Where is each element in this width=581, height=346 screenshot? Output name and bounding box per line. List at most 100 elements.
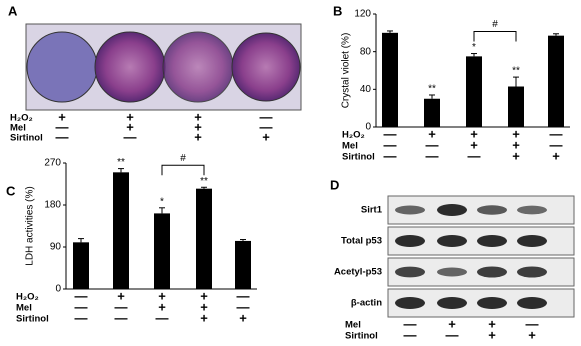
well xyxy=(231,32,301,102)
blot-band xyxy=(437,204,467,216)
blot-band xyxy=(517,266,547,278)
condition-sign: + xyxy=(126,119,134,134)
condition-sign: + xyxy=(512,126,520,141)
bar xyxy=(466,56,482,127)
blot-band xyxy=(437,297,467,309)
condition-sign: — xyxy=(237,288,250,303)
condition-sign: — xyxy=(124,129,137,144)
blot-band xyxy=(517,297,547,309)
well xyxy=(94,31,166,103)
condition-sign: — xyxy=(384,126,397,141)
condition-sign: + xyxy=(194,129,202,144)
condition-sign: — xyxy=(550,137,563,152)
condition-sign: + xyxy=(262,129,270,144)
condition-label: Mel xyxy=(345,320,361,331)
panel-label: C xyxy=(6,183,16,198)
blot-label: Acetyl-p53 xyxy=(334,267,382,278)
y-tick-label: 0 xyxy=(365,122,371,133)
significance: ** xyxy=(428,84,436,95)
y-axis-label: Crystal violet (%) xyxy=(341,33,352,109)
bracket xyxy=(473,31,517,42)
condition-sign: — xyxy=(237,299,250,314)
significance: * xyxy=(160,196,164,207)
blot-band xyxy=(395,235,425,247)
condition-label: H₂O₂ xyxy=(16,292,39,303)
condition-sign: + xyxy=(428,126,436,141)
condition-sign: + xyxy=(200,299,208,314)
bar xyxy=(196,188,212,289)
condition-sign: — xyxy=(404,327,417,342)
condition-sign: — xyxy=(56,129,69,144)
condition-sign: + xyxy=(470,126,478,141)
blot-label: β-actin xyxy=(351,298,382,309)
bar xyxy=(73,242,89,289)
blot-band xyxy=(395,297,425,309)
condition-sign: + xyxy=(200,288,208,303)
y-tick-label: 270 xyxy=(44,158,61,169)
condition-label: Mel xyxy=(342,141,358,152)
condition-sign: + xyxy=(239,310,247,325)
bar xyxy=(235,240,251,289)
condition-sign: + xyxy=(158,299,166,314)
blot-band xyxy=(517,235,547,247)
bracket-label: # xyxy=(180,153,186,164)
condition-sign: — xyxy=(384,137,397,152)
y-axis-label: LDH activities (%) xyxy=(25,186,36,265)
condition-label: H₂O₂ xyxy=(342,130,365,141)
well xyxy=(162,31,234,103)
condition-sign: + xyxy=(158,288,166,303)
condition-sign: + xyxy=(448,316,456,331)
wells xyxy=(26,31,301,103)
condition-sign: — xyxy=(75,310,88,325)
y-tick-label: 90 xyxy=(50,242,62,253)
condition-sign: — xyxy=(550,126,563,141)
condition-sign: + xyxy=(512,137,520,152)
blot-band xyxy=(437,235,467,247)
condition-sign: + xyxy=(552,148,560,163)
condition-label: H₂O₂ xyxy=(10,113,33,124)
condition-sign: — xyxy=(75,288,88,303)
bracket xyxy=(161,164,205,176)
condition-sign: + xyxy=(126,109,134,124)
condition-sign: — xyxy=(404,316,417,331)
bar xyxy=(424,98,440,127)
condition-sign: — xyxy=(468,148,481,163)
condition-sign: — xyxy=(115,299,128,314)
bar xyxy=(508,86,524,127)
blot-band xyxy=(517,205,547,215)
blot-band xyxy=(395,266,425,278)
bar xyxy=(382,32,398,128)
condition-sign: — xyxy=(156,310,169,325)
condition-sign: — xyxy=(56,119,69,134)
significance: ** xyxy=(200,176,208,187)
bar xyxy=(113,172,129,289)
condition-sign: + xyxy=(488,316,496,331)
condition-sign: + xyxy=(528,327,536,342)
y-tick-label: 0 xyxy=(55,284,61,295)
condition-label: Sirtinol xyxy=(342,152,375,163)
blot-label: Total p53 xyxy=(341,236,382,247)
condition-sign: — xyxy=(75,299,88,314)
condition-sign: + xyxy=(58,109,66,124)
condition-sign: + xyxy=(117,288,125,303)
condition-label: Mel xyxy=(10,123,26,134)
y-tick-label: 40 xyxy=(360,84,372,95)
panel-label: A xyxy=(8,3,18,18)
y-tick-label: 80 xyxy=(360,46,372,57)
blot-band xyxy=(395,205,425,215)
condition-label: Mel xyxy=(16,303,32,314)
condition-sign: + xyxy=(512,148,520,163)
significance: ** xyxy=(117,157,125,168)
blot-band xyxy=(477,205,507,215)
condition-sign: — xyxy=(260,109,273,124)
condition-sign: — xyxy=(426,148,439,163)
western-blot: Sirt1 Total p53 Acetyl-p53 β-actin xyxy=(334,195,575,318)
condition-sign: + xyxy=(470,137,478,152)
blot-band xyxy=(477,235,507,247)
significance: ** xyxy=(512,66,520,77)
blot-band xyxy=(437,267,467,277)
condition-sign: — xyxy=(426,137,439,152)
panel-label: D xyxy=(330,177,339,192)
y-tick-label: 120 xyxy=(354,9,371,20)
